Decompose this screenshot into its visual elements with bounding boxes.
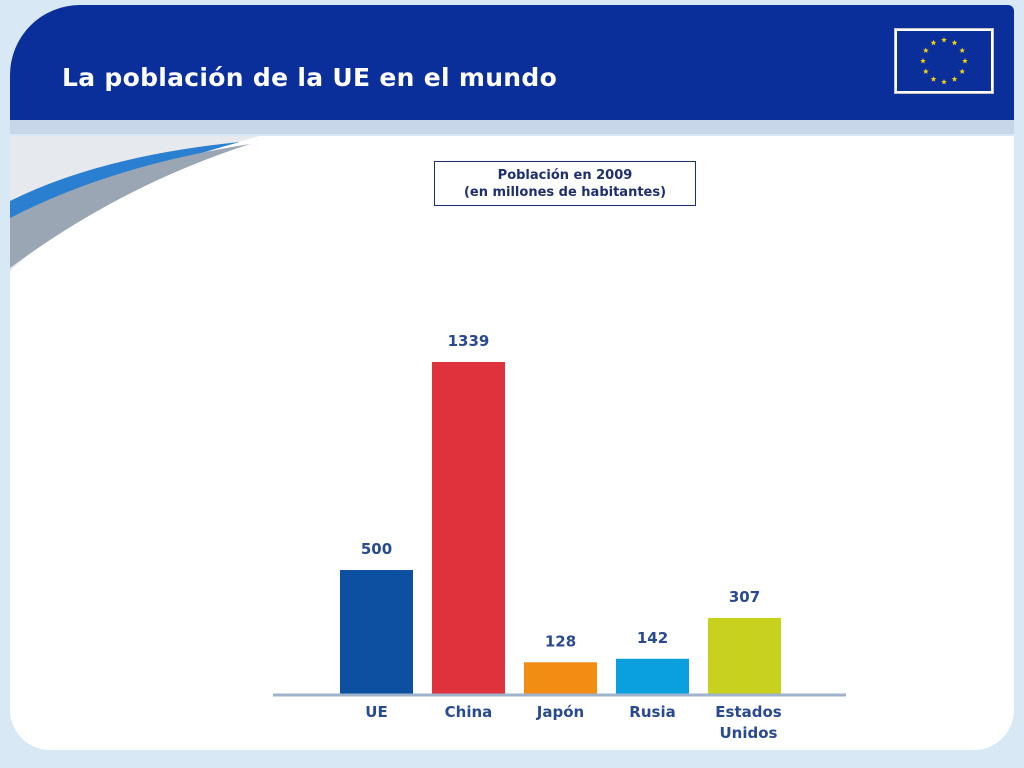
bar-ue (340, 570, 413, 694)
bar-rusia (616, 658, 689, 694)
category-label: China (445, 703, 493, 721)
eu-star-icon (922, 47, 929, 53)
decorative-swoosh (10, 136, 260, 271)
data-label: 307 (729, 588, 760, 606)
chart-subtitle: (en millones de habitantes) (463, 185, 667, 200)
eu-star-icon (959, 68, 966, 74)
eu-star-icon (922, 68, 929, 74)
category-label: Estados Unidos (715, 703, 782, 742)
eu-star-icon (941, 79, 947, 85)
chart-title: Población en 2009 (497, 168, 633, 183)
slide-content (10, 136, 1014, 750)
eu-star-icon (930, 39, 937, 46)
bar-china (432, 362, 505, 694)
eu-flag-graphic (897, 31, 991, 91)
eu-star-icon (930, 76, 937, 82)
eu-star-icon (920, 58, 926, 64)
bar-estados-unidos (708, 617, 781, 694)
eu-star-icon (951, 39, 958, 46)
data-label: 142 (637, 629, 668, 647)
category-label: Rusia (629, 703, 675, 721)
eu-star-icon (941, 37, 947, 43)
data-label: 128 (545, 632, 576, 650)
header-rule (10, 120, 1014, 134)
eu-star-icon (962, 58, 968, 64)
chart-title-box: Población en 2009 (en millones de habita… (434, 161, 696, 206)
data-label: 500 (361, 540, 392, 558)
category-label: Japón (536, 703, 584, 721)
eu-flag-icon (894, 28, 994, 94)
slide-title: La población de la UE en el mundo (62, 63, 558, 92)
eu-star-icon (959, 47, 966, 53)
slide-header: La población de la UE en el mundo (10, 5, 1014, 120)
eu-star-icon (951, 76, 958, 82)
data-label: 1339 (448, 332, 490, 350)
category-label: UE (365, 703, 387, 721)
bar-japón (524, 662, 597, 694)
